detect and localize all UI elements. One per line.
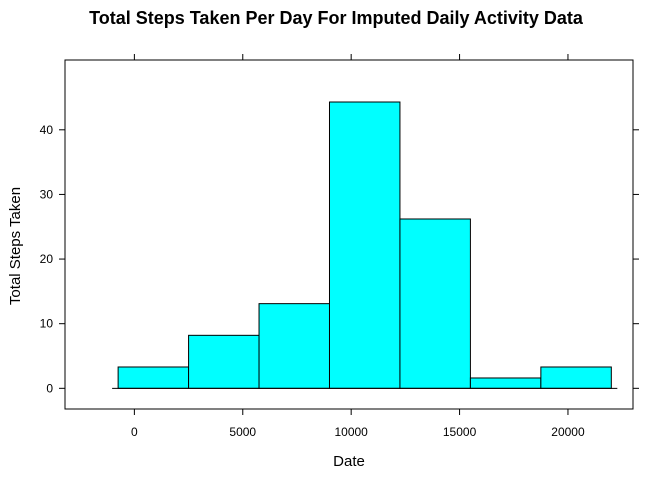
x-tick-label: 0 (131, 425, 138, 439)
histogram-bar (328, 101, 401, 389)
y-tick-label: 20 (40, 252, 54, 266)
histogram-bar (540, 366, 612, 389)
x-tick-label: 15000 (443, 425, 477, 439)
histogram-bar (258, 303, 330, 389)
y-tick-label: 30 (40, 187, 54, 201)
histogram-bar (399, 218, 471, 389)
x-tick-label: 20000 (551, 425, 585, 439)
y-axis-label: Total Steps Taken (7, 187, 24, 305)
x-axis-label: Date (333, 453, 365, 470)
plot-frame (64, 59, 634, 410)
x-tick-label: 5000 (229, 425, 256, 439)
chart-title: Total Steps Taken Per Day For Imputed Da… (89, 8, 584, 28)
x-tick-label: 10000 (334, 425, 368, 439)
histogram-bar (188, 334, 260, 389)
histogram-bar (117, 366, 190, 389)
y-tick-label: 0 (46, 381, 53, 395)
histogram-bar (469, 377, 542, 389)
y-axis: 0 10 20 30 40 (40, 123, 639, 395)
histogram-bars (117, 101, 612, 389)
y-tick-label: 40 (40, 123, 54, 137)
x-axis: 0 5000 10000 15000 20000 (131, 54, 585, 439)
y-tick-label: 10 (40, 317, 54, 331)
